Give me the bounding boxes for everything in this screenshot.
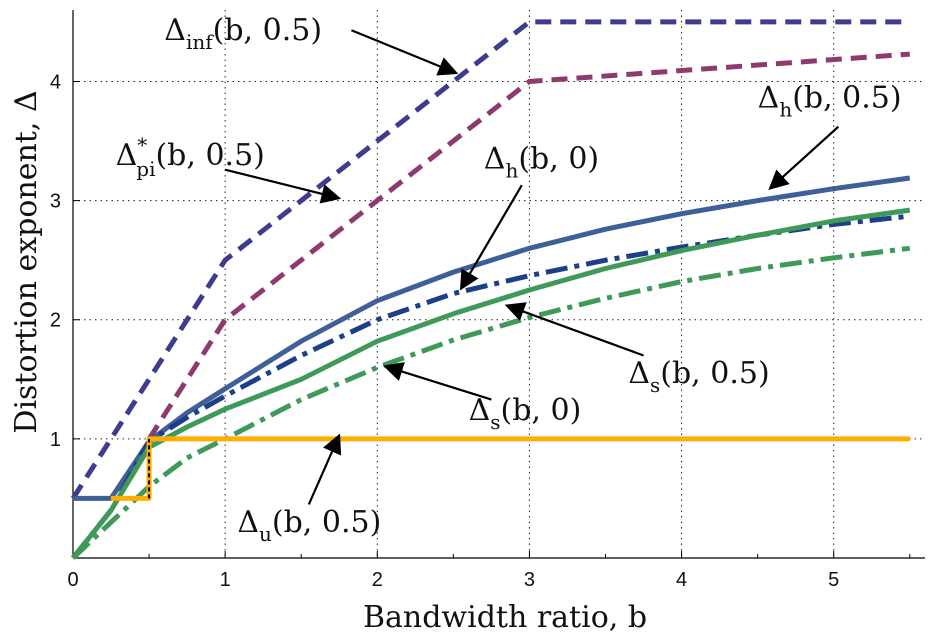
x-tick-label: 2 bbox=[372, 569, 383, 591]
series-line-s0 bbox=[71, 245, 911, 560]
tick-marks: 0 1 2 3 4 5 1 2 3 4 bbox=[50, 71, 911, 591]
annotation-arrow bbox=[768, 125, 840, 191]
series-line-pi bbox=[146, 51, 910, 441]
annotation-label-u: Δu(b, 0.5) bbox=[237, 505, 381, 546]
series-line-u bbox=[111, 436, 910, 501]
series-line-h0 bbox=[71, 213, 911, 560]
annotation-arrow bbox=[224, 168, 342, 204]
annotation-arrows bbox=[224, 29, 840, 505]
annotation-label-s0: Δs(b, 0) bbox=[469, 393, 582, 434]
annotation-arrow bbox=[351, 29, 459, 76]
annotation-label-inf: Δinf(b, 0.5) bbox=[164, 13, 322, 54]
series-line-s bbox=[71, 207, 911, 560]
series-lines bbox=[70, 19, 911, 560]
x-tick-label: 3 bbox=[524, 569, 535, 591]
annotation-label-h0: Δh(b, 0) bbox=[484, 141, 599, 182]
annotation-label-pi: Δ* pi(b, 0.5) bbox=[116, 133, 265, 181]
annotation-arrow bbox=[504, 302, 644, 357]
annotation-label-h: Δh(b, 0.5) bbox=[758, 81, 902, 122]
x-tick-label: 0 bbox=[67, 569, 78, 591]
y-tick-label: 1 bbox=[50, 429, 61, 451]
x-axis-title: Bandwidth ratio, b bbox=[363, 600, 647, 633]
x-tick-label: 4 bbox=[676, 569, 687, 591]
annotation-arrow bbox=[459, 184, 523, 291]
y-tick-label: 3 bbox=[50, 191, 61, 213]
y-tick-label: 4 bbox=[50, 71, 61, 93]
series-line-inf bbox=[70, 19, 910, 500]
annotation-arrow bbox=[307, 433, 342, 505]
y-axis-title: Distortion exponent, Δ bbox=[9, 90, 44, 433]
x-tick-label: 1 bbox=[220, 569, 231, 591]
annotation-arrow bbox=[383, 362, 492, 401]
y-tick-label: 2 bbox=[50, 310, 61, 332]
x-tick-label: 5 bbox=[828, 569, 839, 591]
annotations: Δinf(b, 0.5) Δ* pi(b, 0.5) Δh(b, 0.5) Δh(b, … bbox=[116, 13, 902, 546]
annotation-label-s: Δs(b, 0.5) bbox=[628, 356, 769, 397]
axes bbox=[72, 10, 925, 559]
